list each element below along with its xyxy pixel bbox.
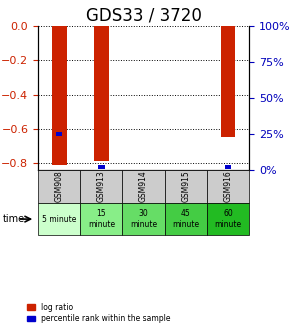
Text: GSM914: GSM914 (139, 170, 148, 202)
Text: 15
minute: 15 minute (88, 209, 115, 229)
Bar (56, 132, 62, 136)
Text: GSM908: GSM908 (55, 170, 64, 202)
Bar (221, 26, 235, 137)
Text: GSM913: GSM913 (97, 170, 106, 202)
Bar (98, 165, 105, 169)
Bar (225, 165, 231, 169)
Text: time: time (3, 214, 25, 224)
Text: 5 minute: 5 minute (42, 215, 76, 224)
Bar (52, 26, 67, 165)
Text: 60
minute: 60 minute (214, 209, 241, 229)
Legend: log ratio, percentile rank within the sample: log ratio, percentile rank within the sa… (27, 303, 171, 323)
Text: 45
minute: 45 minute (172, 209, 199, 229)
Bar (94, 26, 109, 162)
Title: GDS33 / 3720: GDS33 / 3720 (86, 7, 202, 25)
Text: GSM916: GSM916 (224, 170, 232, 202)
Text: 30
minute: 30 minute (130, 209, 157, 229)
Text: GSM915: GSM915 (181, 170, 190, 202)
